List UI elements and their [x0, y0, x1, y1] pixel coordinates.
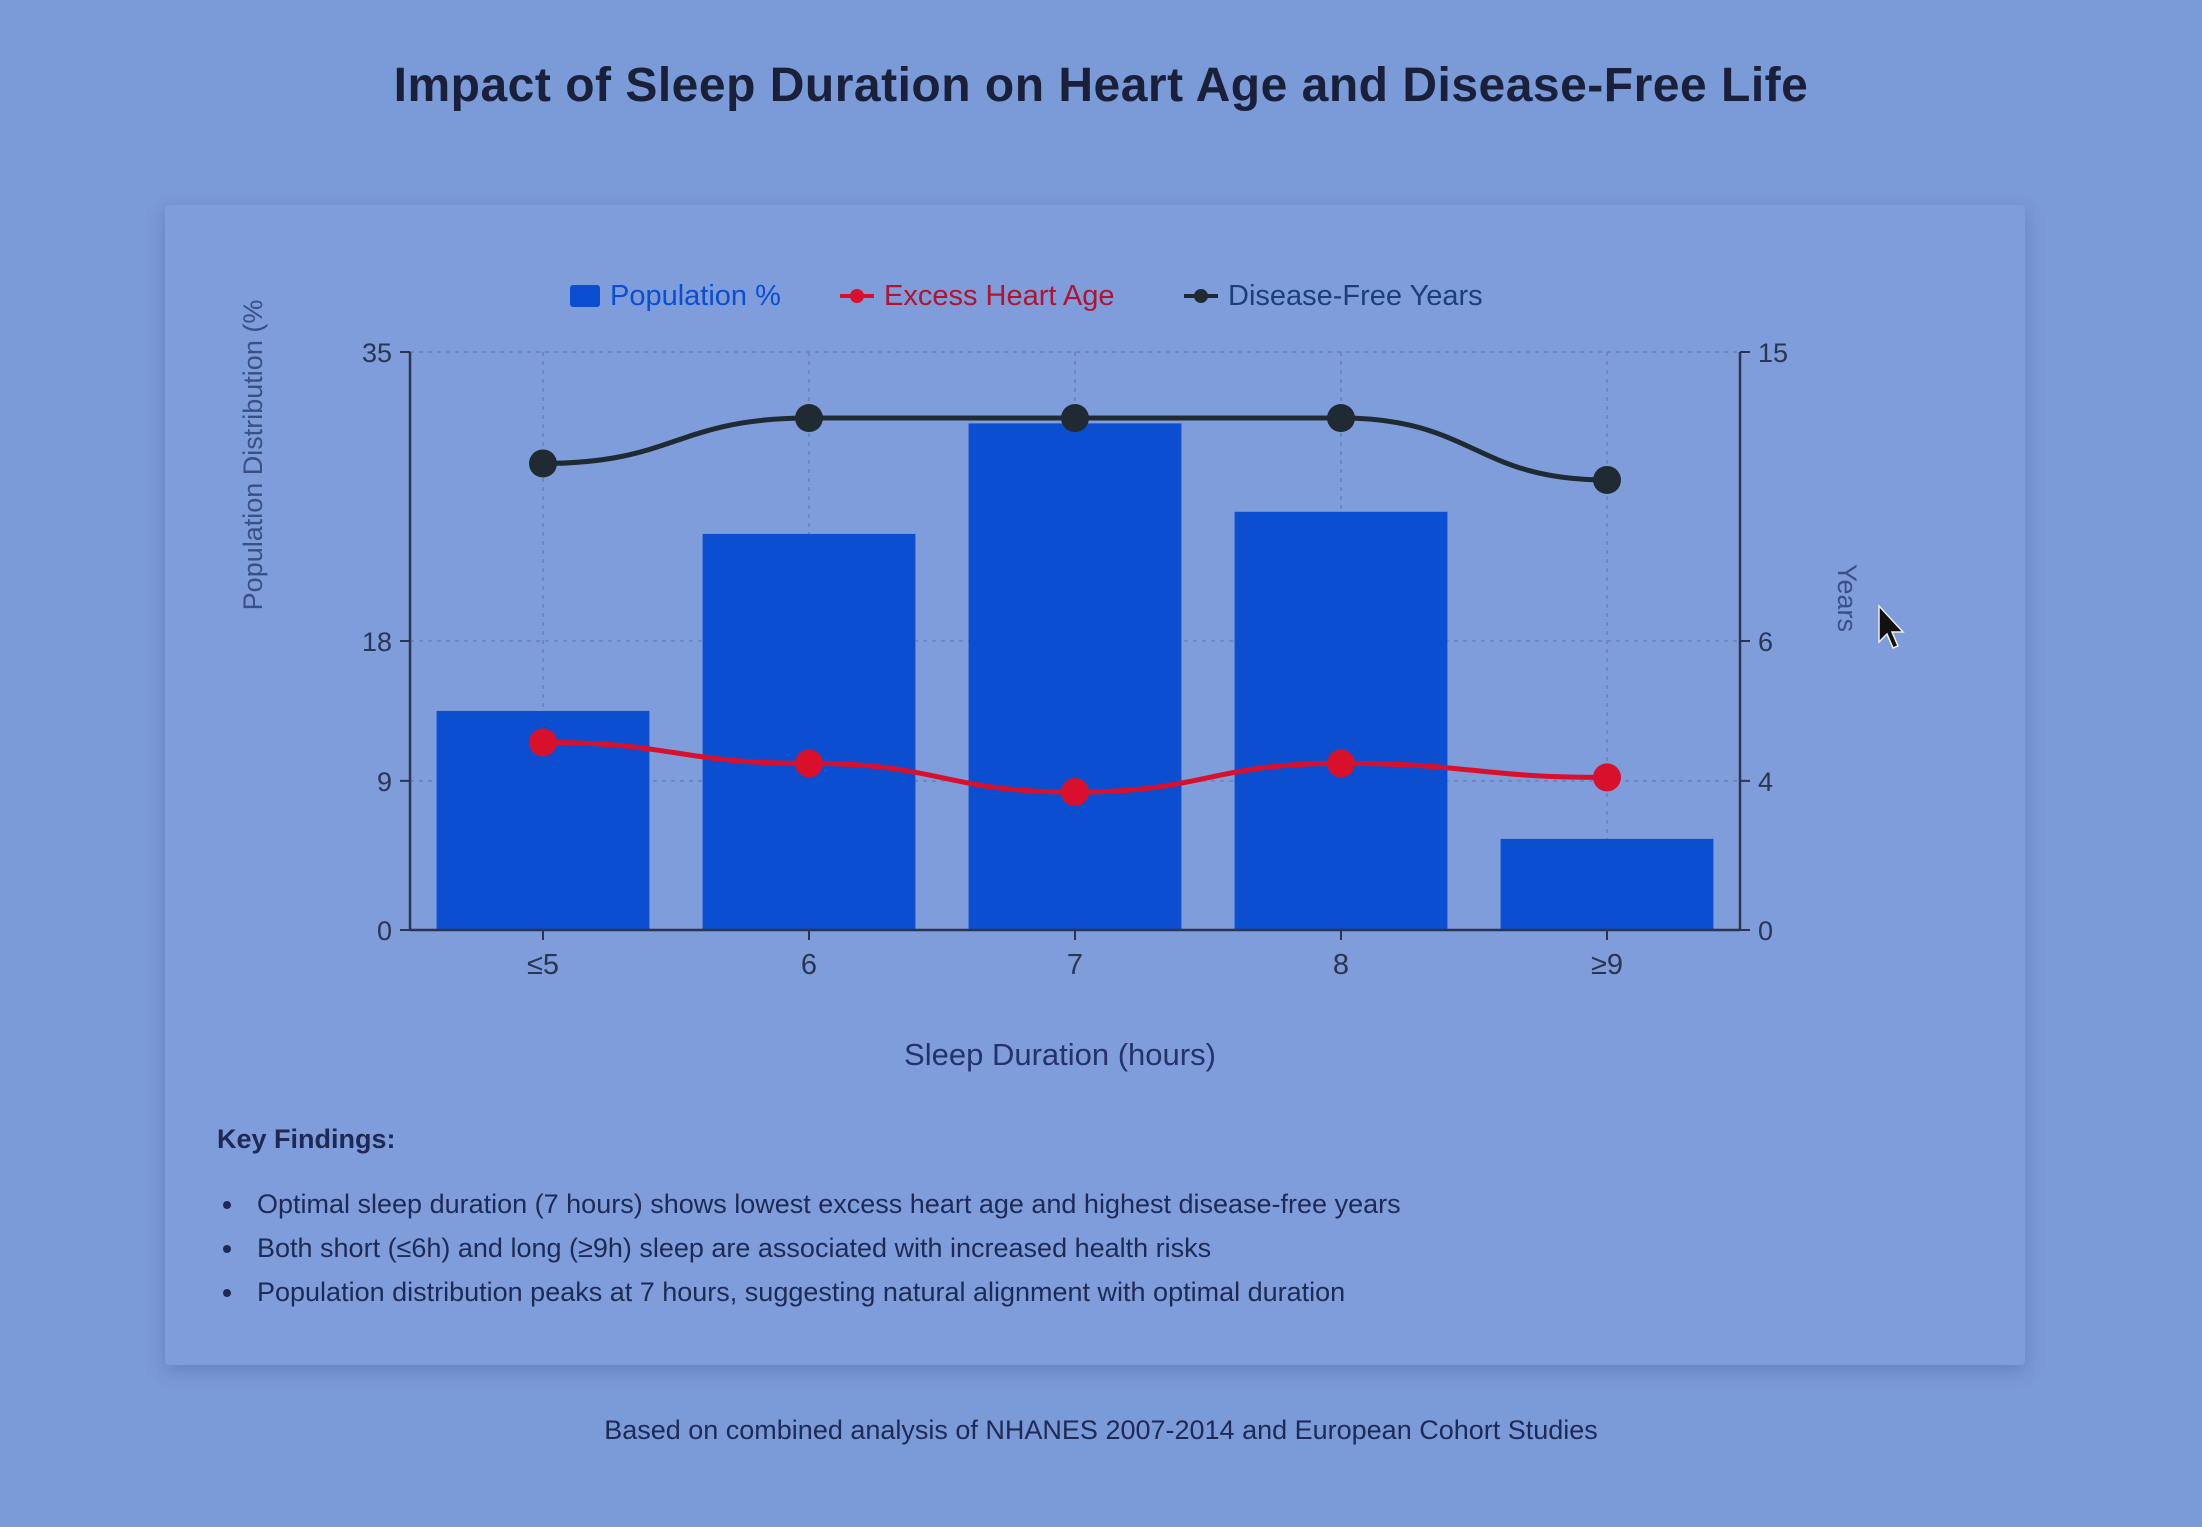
excess-heart-age-point	[1327, 749, 1355, 778]
y2-axis-label: Years	[1832, 564, 1862, 632]
legend-label-excess-heart-age: Excess Heart Age	[884, 280, 1115, 312]
bar-series	[436, 423, 1714, 930]
bar	[1234, 511, 1448, 930]
excess-heart-age-point	[1593, 763, 1621, 792]
y2-tick-label: 15	[1758, 338, 1788, 368]
x-axis-label: Sleep Duration (hours)	[904, 1037, 1216, 1072]
disease-free-years-point	[1593, 465, 1621, 494]
y-tick-label: 18	[362, 627, 392, 657]
page-title: Impact of Sleep Duration on Heart Age an…	[393, 59, 1809, 112]
disease-free-years-point	[795, 404, 823, 433]
y2-tick-label: 4	[1758, 767, 1773, 797]
excess-heart-age-point	[529, 728, 557, 757]
legend: Population % Excess Heart Age Disease-Free…	[570, 280, 1483, 312]
bar	[702, 533, 916, 930]
x-tick-label: 6	[801, 949, 817, 981]
key-findings-title: Key Findings:	[217, 1124, 396, 1154]
y-axis-label: Population Distribution (%	[238, 300, 268, 611]
bar	[968, 423, 1182, 930]
source-note: Based on combined analysis of NHANES 200…	[604, 1415, 1598, 1445]
y-tick-label: 0	[377, 916, 392, 946]
y2-tick-label: 0	[1758, 916, 1773, 946]
legend-marker-disease-free-years	[1194, 289, 1208, 303]
disease-free-years-point	[1327, 404, 1355, 433]
key-finding-item: Both short (≤6h) and long (≥9h) sleep ar…	[217, 1226, 1401, 1270]
bar	[1500, 838, 1714, 930]
line-series	[529, 404, 1621, 807]
excess-heart-age-point	[1061, 778, 1089, 807]
x-tick-label: 8	[1333, 949, 1349, 981]
disease-free-years-point	[529, 449, 557, 478]
axes: 0 9 18 35 0 4 6 15 ≤5 6 7 8 ≥9	[362, 338, 1788, 981]
x-tick-label: ≤5	[527, 949, 559, 981]
disease-free-years-point	[1061, 404, 1089, 433]
excess-heart-age-point	[795, 749, 823, 778]
mouse-cursor-icon	[1878, 604, 1905, 649]
legend-swatch-population	[570, 285, 600, 307]
y-tick-label: 35	[362, 338, 392, 368]
y-tick-label: 9	[377, 767, 392, 797]
key-finding-item: Optimal sleep duration (7 hours) shows l…	[217, 1182, 1401, 1226]
key-findings-list: Optimal sleep duration (7 hours) shows l…	[217, 1182, 1401, 1314]
legend-label-population: Population %	[610, 280, 781, 312]
legend-marker-excess-heart-age	[850, 289, 864, 303]
x-tick-label: ≥9	[1591, 949, 1623, 981]
legend-label-disease-free-years: Disease-Free Years	[1228, 280, 1483, 312]
x-tick-label: 7	[1067, 949, 1083, 981]
y2-tick-label: 6	[1758, 627, 1773, 657]
key-finding-item: Population distribution peaks at 7 hours…	[217, 1270, 1401, 1314]
